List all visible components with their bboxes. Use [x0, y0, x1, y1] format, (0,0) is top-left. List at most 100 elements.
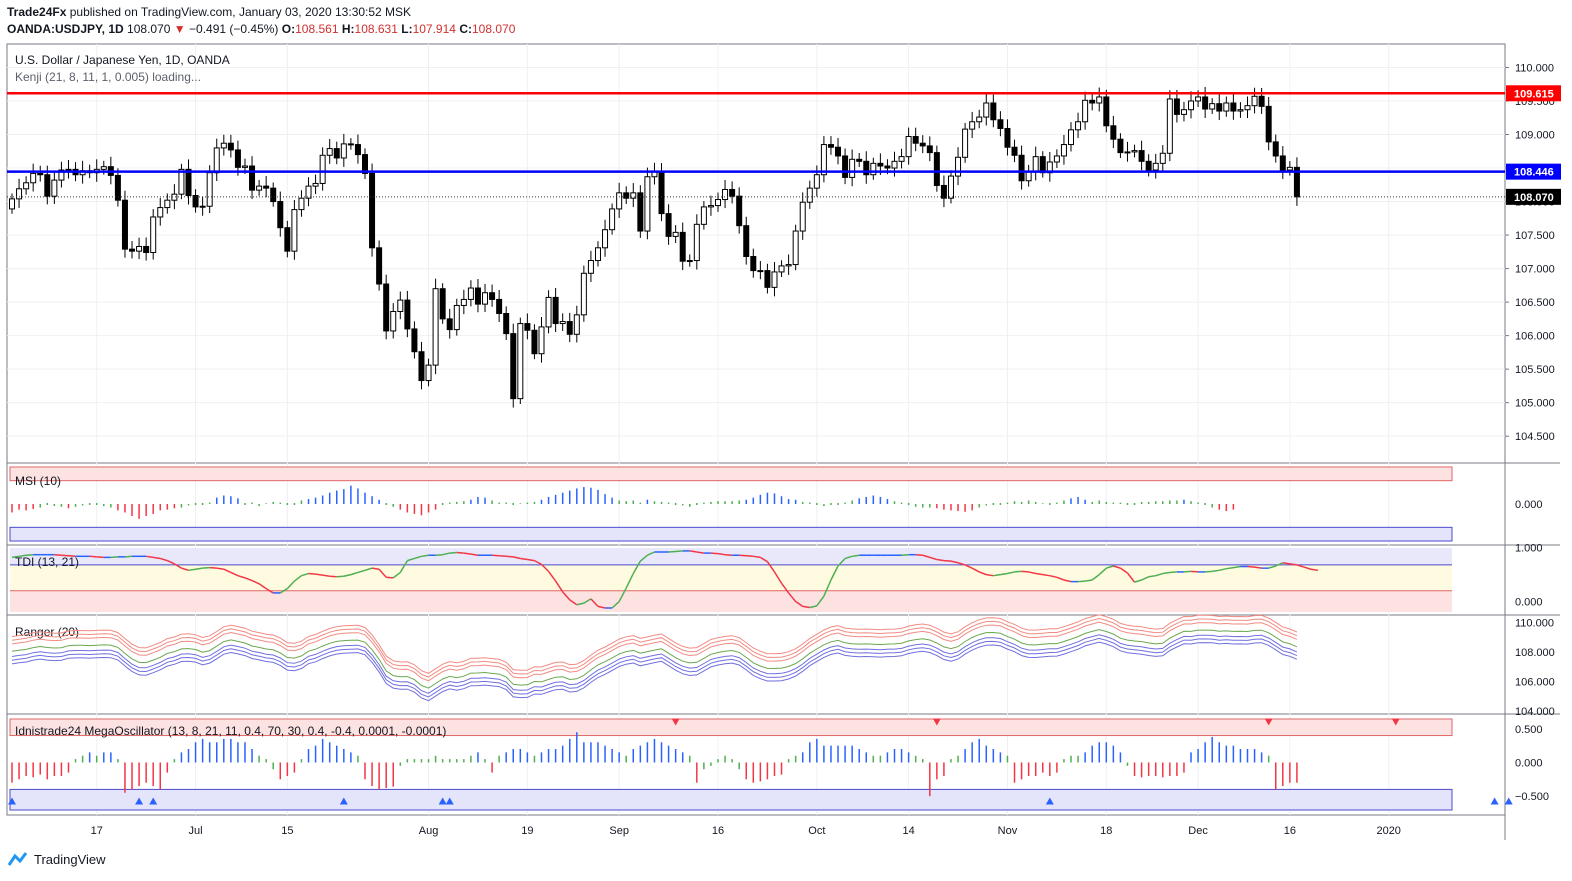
tdi-line-segment [223, 568, 232, 574]
tdi-line-segment [386, 576, 394, 579]
candle-body [764, 270, 771, 288]
msi-axis-label: 0.000 [1515, 499, 1543, 511]
candle-body [319, 154, 326, 184]
tdi-line-segment [1275, 562, 1284, 567]
time-axis-label: 2020 [1376, 825, 1400, 837]
price-axis-label: 107.500 [1515, 230, 1555, 242]
low-label: L: [401, 22, 413, 36]
candle-body [912, 136, 919, 144]
high-value: 108.631 [354, 22, 398, 36]
tdi-line-segment [583, 598, 592, 604]
candle-body [404, 299, 411, 330]
ranger-axis-label: 108.000 [1515, 647, 1555, 659]
mega-sell-marker-icon [1264, 718, 1273, 726]
candle-body [877, 162, 884, 167]
candle-body [1223, 102, 1230, 112]
candle-body [849, 158, 856, 178]
candle-body [1265, 105, 1272, 143]
price-axis-label: 105.500 [1515, 364, 1555, 376]
tdi-line-segment [611, 600, 620, 609]
tdi-line-segment [1148, 574, 1156, 578]
tdi-line-segment [1014, 570, 1022, 573]
mega-axis-label: 0.500 [1515, 724, 1543, 736]
tdi-line-segment [407, 557, 415, 562]
tdi-line-segment [96, 556, 104, 559]
candle-body [121, 199, 128, 250]
tdi-line-segment [901, 553, 909, 556]
candle-body [926, 145, 933, 154]
candle-body [383, 283, 390, 332]
candle-body [962, 128, 969, 158]
tdi-line-segment [837, 557, 846, 567]
candle-body [376, 247, 383, 285]
candle-body [806, 187, 813, 203]
candle-body [545, 296, 552, 328]
tdi-line-segment [668, 550, 676, 553]
tdi-line-segment [1000, 572, 1008, 576]
tdi-line-segment [89, 555, 97, 558]
tdi-line-segment [915, 553, 923, 556]
footer-brand[interactable]: TradingView [8, 851, 106, 867]
tdi-line-segment [26, 553, 34, 556]
open-label: O: [281, 22, 296, 36]
tdi-line-segment [950, 560, 959, 564]
tdi-line-segment [350, 571, 359, 576]
candle-body [136, 245, 143, 252]
candle-body [672, 231, 679, 237]
candle-body [524, 323, 531, 331]
candle-body [206, 172, 213, 207]
ranger-axis-label: 106.000 [1515, 676, 1555, 688]
candle-body [129, 248, 136, 252]
tdi-line-segment [943, 559, 952, 562]
candle-body [446, 318, 453, 331]
tdi-line-segment [1289, 563, 1298, 566]
candle-body [474, 287, 481, 305]
tdi-line-segment [1106, 565, 1114, 569]
candle-body [658, 170, 665, 215]
tdi-line-segment [1119, 567, 1128, 574]
candle-body [9, 198, 15, 210]
tdi-line-segment [506, 555, 514, 558]
tdi-line-segment [1247, 565, 1255, 568]
level-price-label: 109.615 [1514, 88, 1554, 100]
tdi-line-segment [852, 554, 860, 558]
candle-body [178, 168, 185, 195]
msi-upper-band [9, 466, 1453, 482]
candle-body [884, 165, 891, 169]
candle-body [778, 265, 785, 273]
price-axis-label: 105.000 [1515, 398, 1555, 410]
tdi-line-segment [936, 558, 945, 562]
candle-body [425, 364, 432, 382]
candle-body [919, 142, 926, 147]
candle-body [143, 245, 150, 253]
tdi-lower-zone [10, 590, 1452, 612]
candle-body [630, 192, 637, 199]
candle-body [164, 199, 171, 209]
candle-body [1096, 96, 1103, 104]
candle-body [1110, 125, 1117, 140]
time-axis-label: Aug [419, 825, 439, 837]
tdi-line-segment [378, 568, 387, 578]
candle-body [23, 182, 30, 190]
ranger-lower-band-inner [11, 634, 1298, 694]
tdi-upper-zone [10, 548, 1452, 565]
time-axis-label: 18 [1100, 825, 1112, 837]
tdi-line-segment [766, 561, 776, 573]
tdi-line-segment [816, 595, 825, 607]
tdi-line-segment [1007, 571, 1015, 575]
candle-body [531, 329, 538, 355]
candle-body [940, 184, 947, 199]
tdi-line-segment [725, 553, 733, 556]
candle-body [192, 195, 199, 208]
tdi-line-segment [258, 583, 267, 590]
candle-body [270, 187, 277, 203]
tdi-line-segment [1219, 567, 1227, 572]
tdi-line-segment [1226, 566, 1234, 570]
tdi-line-segment [780, 582, 790, 594]
candle-body [326, 148, 333, 156]
candle-body [1180, 109, 1187, 115]
tdi-line-segment [562, 591, 571, 601]
mega-sell-marker-icon [1391, 718, 1400, 726]
tdi-line-segment [286, 580, 295, 590]
